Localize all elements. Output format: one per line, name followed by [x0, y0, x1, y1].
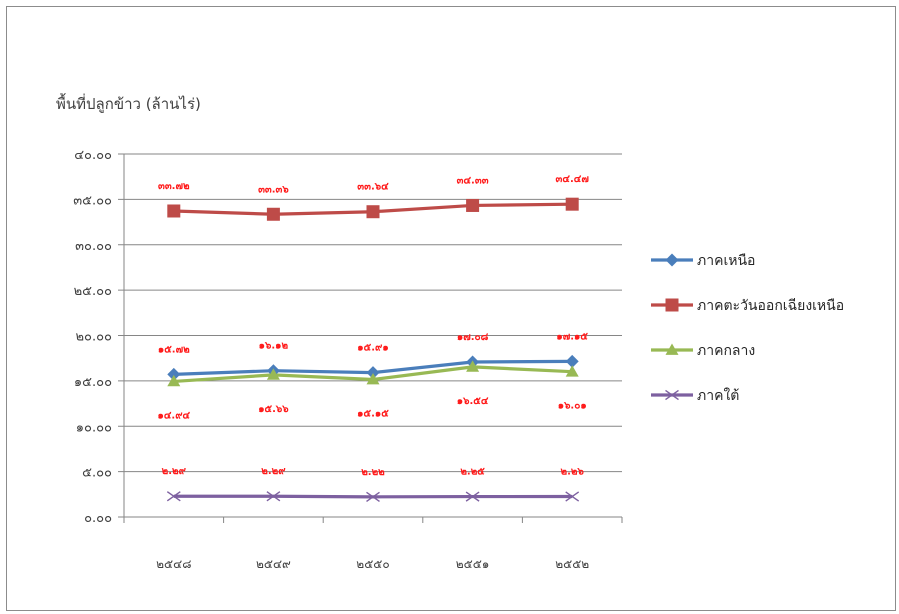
series-2-data-label-3: ๑๖.๕๔ — [457, 396, 489, 407]
series-2-data-label-1: ๑๕.๖๖ — [258, 404, 289, 415]
series-3-point-2 — [366, 491, 380, 502]
y-tick-labels: ๐.๐๐ ๕.๐๐ ๑๐.๐๐ ๑๕.๐๐ ๒๐.๐๐ ๒๕.๐๐ ๓๐.๐๐ ๓๕.๐๐ ๔๐… — [73, 148, 112, 526]
y-axis-title: พื้นที่ปลูกข้าว (ล้านไร่) — [56, 93, 201, 113]
series-1-point-4 — [565, 197, 579, 211]
y-tick-label-7: ๓๕.๐๐ — [73, 193, 112, 208]
legend-label-3: ภาคใต้ — [697, 387, 739, 404]
series-3-point-4 — [565, 491, 580, 502]
legend-label-1: ภาคตะวันออกเฉียงเหนือ — [697, 298, 844, 314]
axes — [123, 154, 623, 523]
series-0-data-label-4: ๑๗.๑๕ — [556, 331, 588, 342]
x-tick-label-2: ๒๕๕๐ — [356, 557, 389, 571]
chart-area — [6, 6, 896, 611]
y-tick-label-2: ๑๐.๐๐ — [76, 420, 112, 435]
series-3-data-label-4: ๒.๒๖ — [561, 466, 585, 477]
series-0-data-label-3: ๑๗.๐๘ — [457, 332, 489, 343]
series-2-point-4 — [565, 365, 579, 377]
x-tick-label-3: ๒๕๕๑ — [456, 557, 490, 571]
series-1-point-2 — [366, 205, 380, 219]
series-0-data-label-0: ๑๕.๗๒ — [158, 344, 190, 355]
series-1-point-3 — [466, 198, 480, 212]
series-1-point-1 — [266, 207, 280, 221]
series-2-data-label-0: ๑๔.๙๔ — [157, 410, 190, 421]
series-1-data-label-1: ๓๓.๓๖ — [258, 184, 289, 195]
series-1-data-label-0: ๓๓.๗๒ — [158, 181, 190, 192]
data-labels: ๑๕.๗๒ ๑๖.๑๒ ๑๕.๙๑ ๑๗.๐๘ ๑๗.๑๕ ๓๓.๗๒ ๓๓.๓๖ ๓๓.๖๔… — [157, 174, 589, 478]
series-0-data-label-1: ๑๖.๑๒ — [259, 341, 289, 352]
series-3-point-0 — [166, 491, 181, 502]
series-1-data-label-2: ๓๓.๖๔ — [357, 182, 389, 193]
series-1-data-label-4: ๓๔.๔๗ — [556, 174, 590, 185]
series-3-data-label-0: ๒.๒๙ — [162, 466, 187, 477]
legend-label-0: ภาคเหนือ — [697, 253, 755, 269]
legend-marker-3-stroke-b — [665, 389, 679, 401]
series-markers — [166, 197, 580, 502]
x-tick-label-1: ๒๕๔๙ — [256, 557, 291, 571]
series-0-data-label-2: ๑๕.๙๑ — [357, 343, 388, 354]
y-tick-label-4: ๒๐.๐๐ — [75, 330, 112, 345]
y-tick-label-6: ๓๐.๐๐ — [75, 239, 112, 254]
series-2-point-2 — [366, 373, 380, 385]
x-tick-label-4: ๒๕๕๒ — [555, 557, 589, 571]
series-3-point-3 — [465, 491, 480, 502]
series-0-point-4 — [565, 354, 579, 368]
series-1-point-0 — [167, 204, 181, 218]
x-tick-label-0: ๒๕๔๘ — [156, 557, 191, 571]
legend-item-0: ภาคเหนือ — [651, 253, 755, 269]
y-tick-label-0: ๐.๐๐ — [84, 511, 112, 526]
series-2-point-3 — [466, 360, 480, 372]
legend-label-2: ภาคกลาง — [697, 343, 755, 359]
series-0-point-0 — [167, 367, 181, 381]
series-3-point-2-stroke-b — [366, 491, 380, 502]
series-3-data-label-2: ๒.๒๒ — [361, 467, 385, 478]
y-tick-label-5: ๒๕.๐๐ — [74, 284, 112, 299]
series-3-point-4-stroke-b — [565, 491, 580, 502]
legend-item-1: ภาคตะวันออกเฉียงเหนือ — [651, 298, 844, 314]
y-tick-label-1: ๕.๐๐ — [82, 466, 112, 481]
series-2-data-label-2: ๑๕.๑๕ — [357, 409, 389, 420]
legend-marker-0 — [665, 253, 679, 267]
legend-item-2: ภาคกลาง — [651, 343, 755, 359]
series-0-point-2 — [366, 366, 380, 380]
series-2-data-label-4: ๑๖.๐๑ — [558, 401, 587, 412]
legend-item-3: ภาคใต้ — [651, 387, 739, 404]
y-tick-label-8: ๔๐.๐๐ — [74, 148, 112, 163]
legend-marker-3 — [665, 389, 679, 401]
series-1-data-label-3: ๓๔.๓๓ — [457, 175, 489, 186]
series-3-data-label-1: ๒.๒๙ — [261, 466, 286, 477]
legend-marker-1 — [665, 298, 679, 312]
series-3-point-1 — [266, 491, 281, 502]
y-tick-label-3: ๑๕.๐๐ — [74, 375, 112, 390]
series-2-point-1 — [266, 368, 280, 380]
series-3-data-label-3: ๒.๒๕ — [460, 467, 485, 478]
series-3-point-3-stroke-b — [465, 491, 480, 502]
legend: ภาคเหนือภาคตะวันออกเฉียงเหนือภาคกลางภาคใ… — [651, 253, 844, 404]
series-3-point-0-stroke-b — [166, 491, 181, 502]
series-3-point-1-stroke-b — [266, 491, 281, 502]
x-tick-labels: ๒๕๔๘ ๒๕๔๙ ๒๕๕๐ ๒๕๕๑ ๒๕๕๒ — [156, 557, 589, 571]
series-2-point-0 — [167, 374, 181, 387]
legend-marker-2 — [665, 343, 679, 355]
